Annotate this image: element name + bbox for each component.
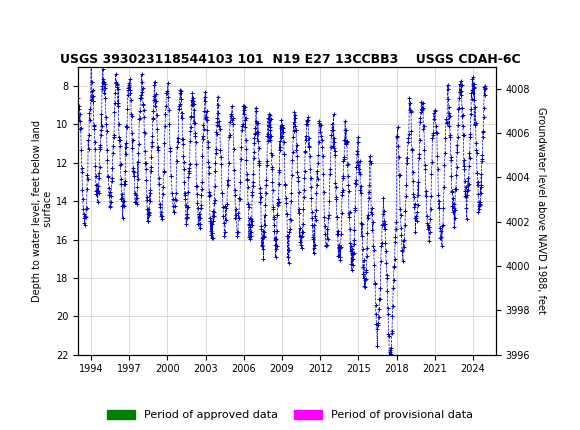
Legend: Period of approved data, Period of provisional data: Period of approved data, Period of provi… <box>103 405 477 424</box>
Y-axis label: Groundwater level above NAVD 1988, feet: Groundwater level above NAVD 1988, feet <box>536 107 546 314</box>
Text: USGS 393023118544103 101  N19 E27 13CCBB3    USGS CDAH-6C: USGS 393023118544103 101 N19 E27 13CCBB3… <box>60 53 520 66</box>
Y-axis label: Depth to water level, feet below land
 surface: Depth to water level, feet below land su… <box>32 120 53 302</box>
Text: USGS: USGS <box>24 15 71 30</box>
Text: ≈: ≈ <box>5 12 21 31</box>
